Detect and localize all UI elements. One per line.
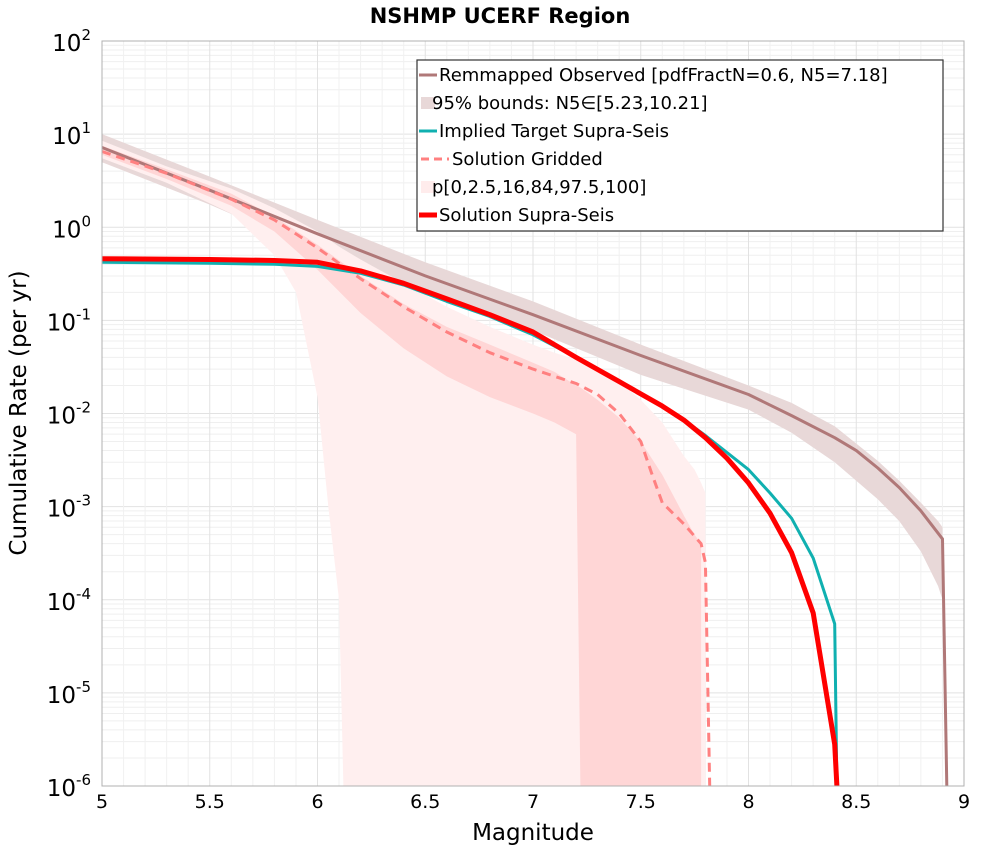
y-tick-label: 10-4 <box>47 585 91 616</box>
series-layer <box>101 146 949 787</box>
series-line-3 <box>101 256 840 787</box>
band-2 <box>102 145 702 787</box>
x-tick-label: 6 <box>311 791 323 813</box>
y-ticks: 10-6 10-5 10-4 10-3 10-2 10-1 100 101 102 <box>47 26 91 802</box>
x-tick-label: 8.5 <box>841 791 871 813</box>
y-tick-label: 10-6 <box>47 771 91 802</box>
x-ticks: 5 5.5 6 6.5 7 7.5 8 8.5 9 <box>96 791 970 813</box>
x-tick-label: 6.5 <box>410 791 440 813</box>
x-tick-label: 9 <box>958 791 970 813</box>
y-tick-label: 100 <box>52 212 91 243</box>
y-tick-label: 10-5 <box>47 678 91 709</box>
y-tick-label: 10-3 <box>47 492 91 523</box>
series-line-0 <box>101 146 949 787</box>
legend-label: p[0,2.5,16,84,97.5,100] <box>432 177 646 198</box>
x-tick-label: 7 <box>527 791 539 813</box>
x-tick-label: 5 <box>96 791 108 813</box>
x-tick-label: 7.5 <box>626 791 656 813</box>
legend-label: 95% bounds: N5∈[5.23,10.21] <box>432 93 708 114</box>
y-tick-label: 101 <box>52 119 91 150</box>
y-tick-label: 10-1 <box>47 305 91 336</box>
band-1 <box>102 140 706 786</box>
x-axis-label: Magnitude <box>472 820 594 846</box>
y-tick-label: 102 <box>52 26 91 57</box>
legend-label: Solution Gridded <box>452 149 603 170</box>
series-line-2 <box>101 150 712 787</box>
legend-swatch <box>421 97 435 109</box>
chart-title: NSHMP UCERF Region <box>370 4 631 28</box>
y-tick-label: 10-2 <box>47 399 91 430</box>
y-axis-label: Cumulative Rate (per yr) <box>6 270 32 555</box>
legend-label: Remmapped Observed [pdfFractN=0.6, N5=7.… <box>439 65 888 86</box>
legend-label: Implied Target Supra-Seis <box>439 121 669 142</box>
plot-frame <box>101 40 965 787</box>
x-tick-label: 5.5 <box>195 791 225 813</box>
legend-label: Solution Supra-Seis <box>439 205 614 226</box>
legend-box <box>416 59 944 232</box>
legend: Remmapped Observed [pdfFractN=0.6, N5=7.… <box>416 59 944 232</box>
legend-swatch <box>421 181 435 193</box>
x-tick-label: 8 <box>742 791 754 813</box>
